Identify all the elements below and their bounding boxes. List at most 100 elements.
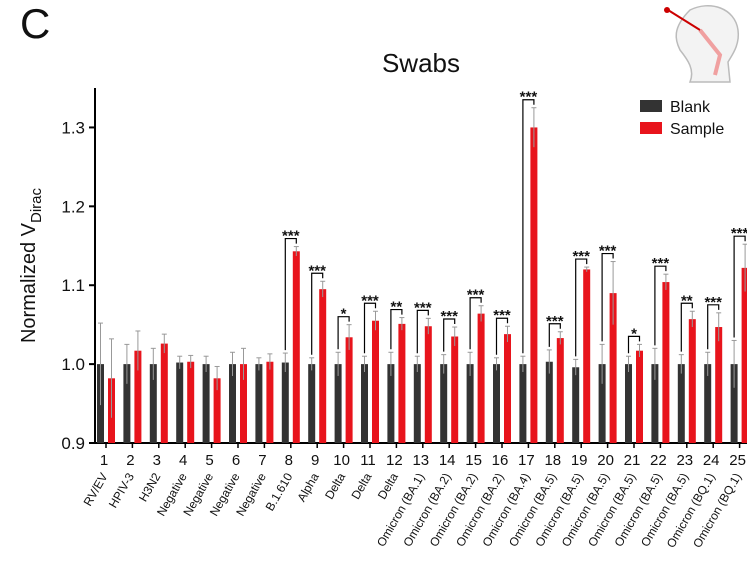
significance-bracket: [284, 237, 297, 351]
significance-label: ***: [440, 308, 458, 325]
bar: [308, 364, 316, 443]
bar: [477, 313, 485, 443]
significance-label: **: [391, 299, 403, 316]
y-axis-label: Normalized VDirac: [18, 187, 45, 343]
bar: [292, 251, 300, 443]
significance-bracket: [601, 252, 614, 342]
bar: [572, 367, 580, 443]
significance-label: ***: [282, 228, 300, 245]
significance-bracket: [522, 99, 535, 354]
significance-bracket: [654, 265, 667, 346]
significance-bracket: [337, 316, 350, 350]
x-tick-label: 16: [492, 452, 509, 469]
bar: [730, 364, 738, 443]
x-tick-label: 7: [258, 452, 266, 469]
significance-label: ***: [414, 299, 432, 316]
significance-bracket: [627, 335, 641, 354]
bar: [361, 364, 368, 443]
significance-label: ***: [308, 262, 326, 279]
category-name: Alpha: [294, 470, 322, 504]
significance-label: ***: [546, 313, 564, 330]
x-tick-label: 14: [439, 452, 456, 469]
x-tick-label: 12: [386, 452, 403, 469]
significance-label: ***: [572, 248, 590, 265]
x-tick-label: 2: [126, 452, 134, 469]
x-tick-label: 8: [285, 452, 293, 469]
significance-bracket: [575, 258, 588, 357]
significance-bracket: [443, 318, 456, 352]
bar: [466, 364, 474, 443]
bar: [240, 364, 247, 443]
swab-icon: [664, 5, 740, 83]
category-name: Delta: [375, 470, 401, 502]
x-tick-label: 20: [597, 452, 614, 469]
significance-label: **: [681, 292, 693, 309]
x-tick-label: 9: [311, 452, 319, 469]
bar: [493, 364, 500, 443]
bar: [372, 320, 379, 443]
category-name: Delta: [348, 470, 374, 502]
x-tick-label: 24: [703, 452, 720, 469]
significance-bracket: [363, 302, 377, 354]
significance-label: ***: [652, 255, 670, 272]
bar: [625, 364, 632, 443]
x-tick-label: 18: [544, 452, 561, 469]
x-tick-label: 17: [518, 452, 535, 469]
y-tick-label: 1.0: [61, 355, 85, 374]
bar: [545, 361, 553, 443]
bar: [319, 289, 327, 443]
x-tick-label: 25: [729, 452, 746, 469]
bar: [741, 267, 747, 443]
bar: [609, 293, 617, 443]
x-tick-label: 19: [571, 452, 588, 469]
bar: [556, 338, 564, 443]
bar: [662, 282, 670, 443]
significance-bracket: [548, 323, 561, 347]
x-tick-label: 1: [100, 452, 108, 469]
bar: [387, 364, 395, 443]
chart-title: Swabs: [382, 48, 460, 78]
y-tick-label: 1.3: [61, 118, 85, 137]
x-tick-label: 22: [650, 452, 667, 469]
y-tick-label: 0.9: [61, 434, 85, 453]
bar: [677, 364, 685, 443]
significance-bracket: [311, 272, 324, 355]
significance-label: *: [631, 325, 637, 342]
bar: [345, 337, 353, 443]
bar: [213, 378, 221, 443]
significance-bracket: [390, 308, 403, 350]
bar: [160, 343, 168, 443]
x-tick-label: 23: [676, 452, 693, 469]
significance-bracket: [707, 304, 720, 350]
bar: [123, 364, 131, 443]
bar: [519, 364, 527, 443]
bar: [704, 364, 712, 443]
significance-bracket: [733, 235, 746, 338]
bar: [451, 336, 459, 443]
significance-label: ***: [493, 307, 511, 324]
bar: [688, 319, 696, 443]
bar: [281, 362, 289, 443]
bar: [176, 362, 184, 443]
x-tick-label: 3: [153, 452, 161, 469]
bar: [187, 361, 195, 443]
significance-bracket: [416, 309, 429, 354]
significance-label: ***: [520, 89, 538, 106]
legend-swatch: [640, 122, 662, 134]
significance-bracket: [680, 302, 693, 352]
x-tick-label: 21: [624, 452, 641, 469]
significance-label: ***: [704, 294, 722, 311]
significance-label: ***: [467, 287, 485, 304]
bar: [424, 326, 432, 443]
category-name: H3N2: [136, 470, 164, 504]
x-tick-label: 11: [360, 452, 376, 469]
bar: [636, 350, 643, 443]
bar: [504, 334, 511, 443]
y-tick-label: 1.2: [61, 197, 85, 216]
x-tick-label: 6: [232, 452, 240, 469]
bar: [255, 364, 263, 443]
y-tick-label: 1.1: [61, 276, 85, 295]
significance-label: ***: [599, 243, 617, 260]
bar: [202, 364, 210, 443]
